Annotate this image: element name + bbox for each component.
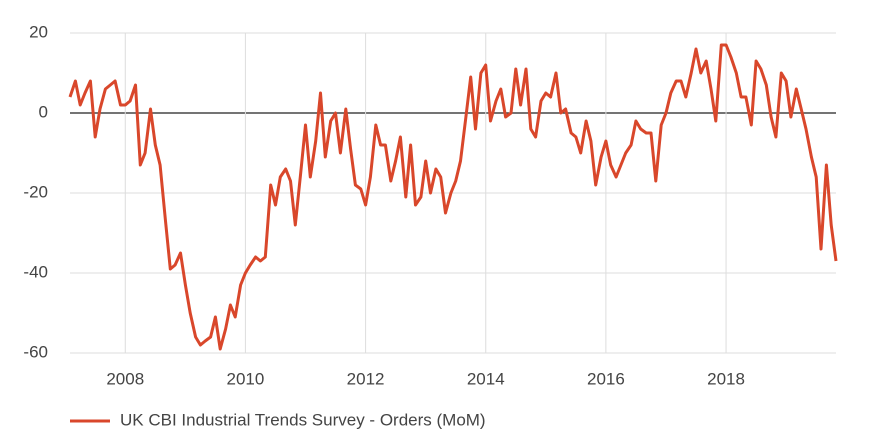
x-tick-label: 2018 [707, 369, 745, 388]
legend-label: UK CBI Industrial Trends Survey - Orders… [120, 410, 486, 429]
x-tick-label: 2012 [347, 369, 385, 388]
y-tick-label: 0 [39, 102, 48, 121]
y-tick-label: -60 [23, 342, 48, 361]
y-tick-label: -20 [23, 182, 48, 201]
line-series [68, 43, 838, 351]
y-tick-label: -40 [23, 262, 48, 281]
x-tick-label: 2014 [467, 369, 505, 388]
x-tick-label: 2016 [587, 369, 625, 388]
x-tick-label: 2008 [106, 369, 144, 388]
y-tick-label: 20 [29, 22, 48, 41]
x-tick-label: 2010 [227, 369, 265, 388]
